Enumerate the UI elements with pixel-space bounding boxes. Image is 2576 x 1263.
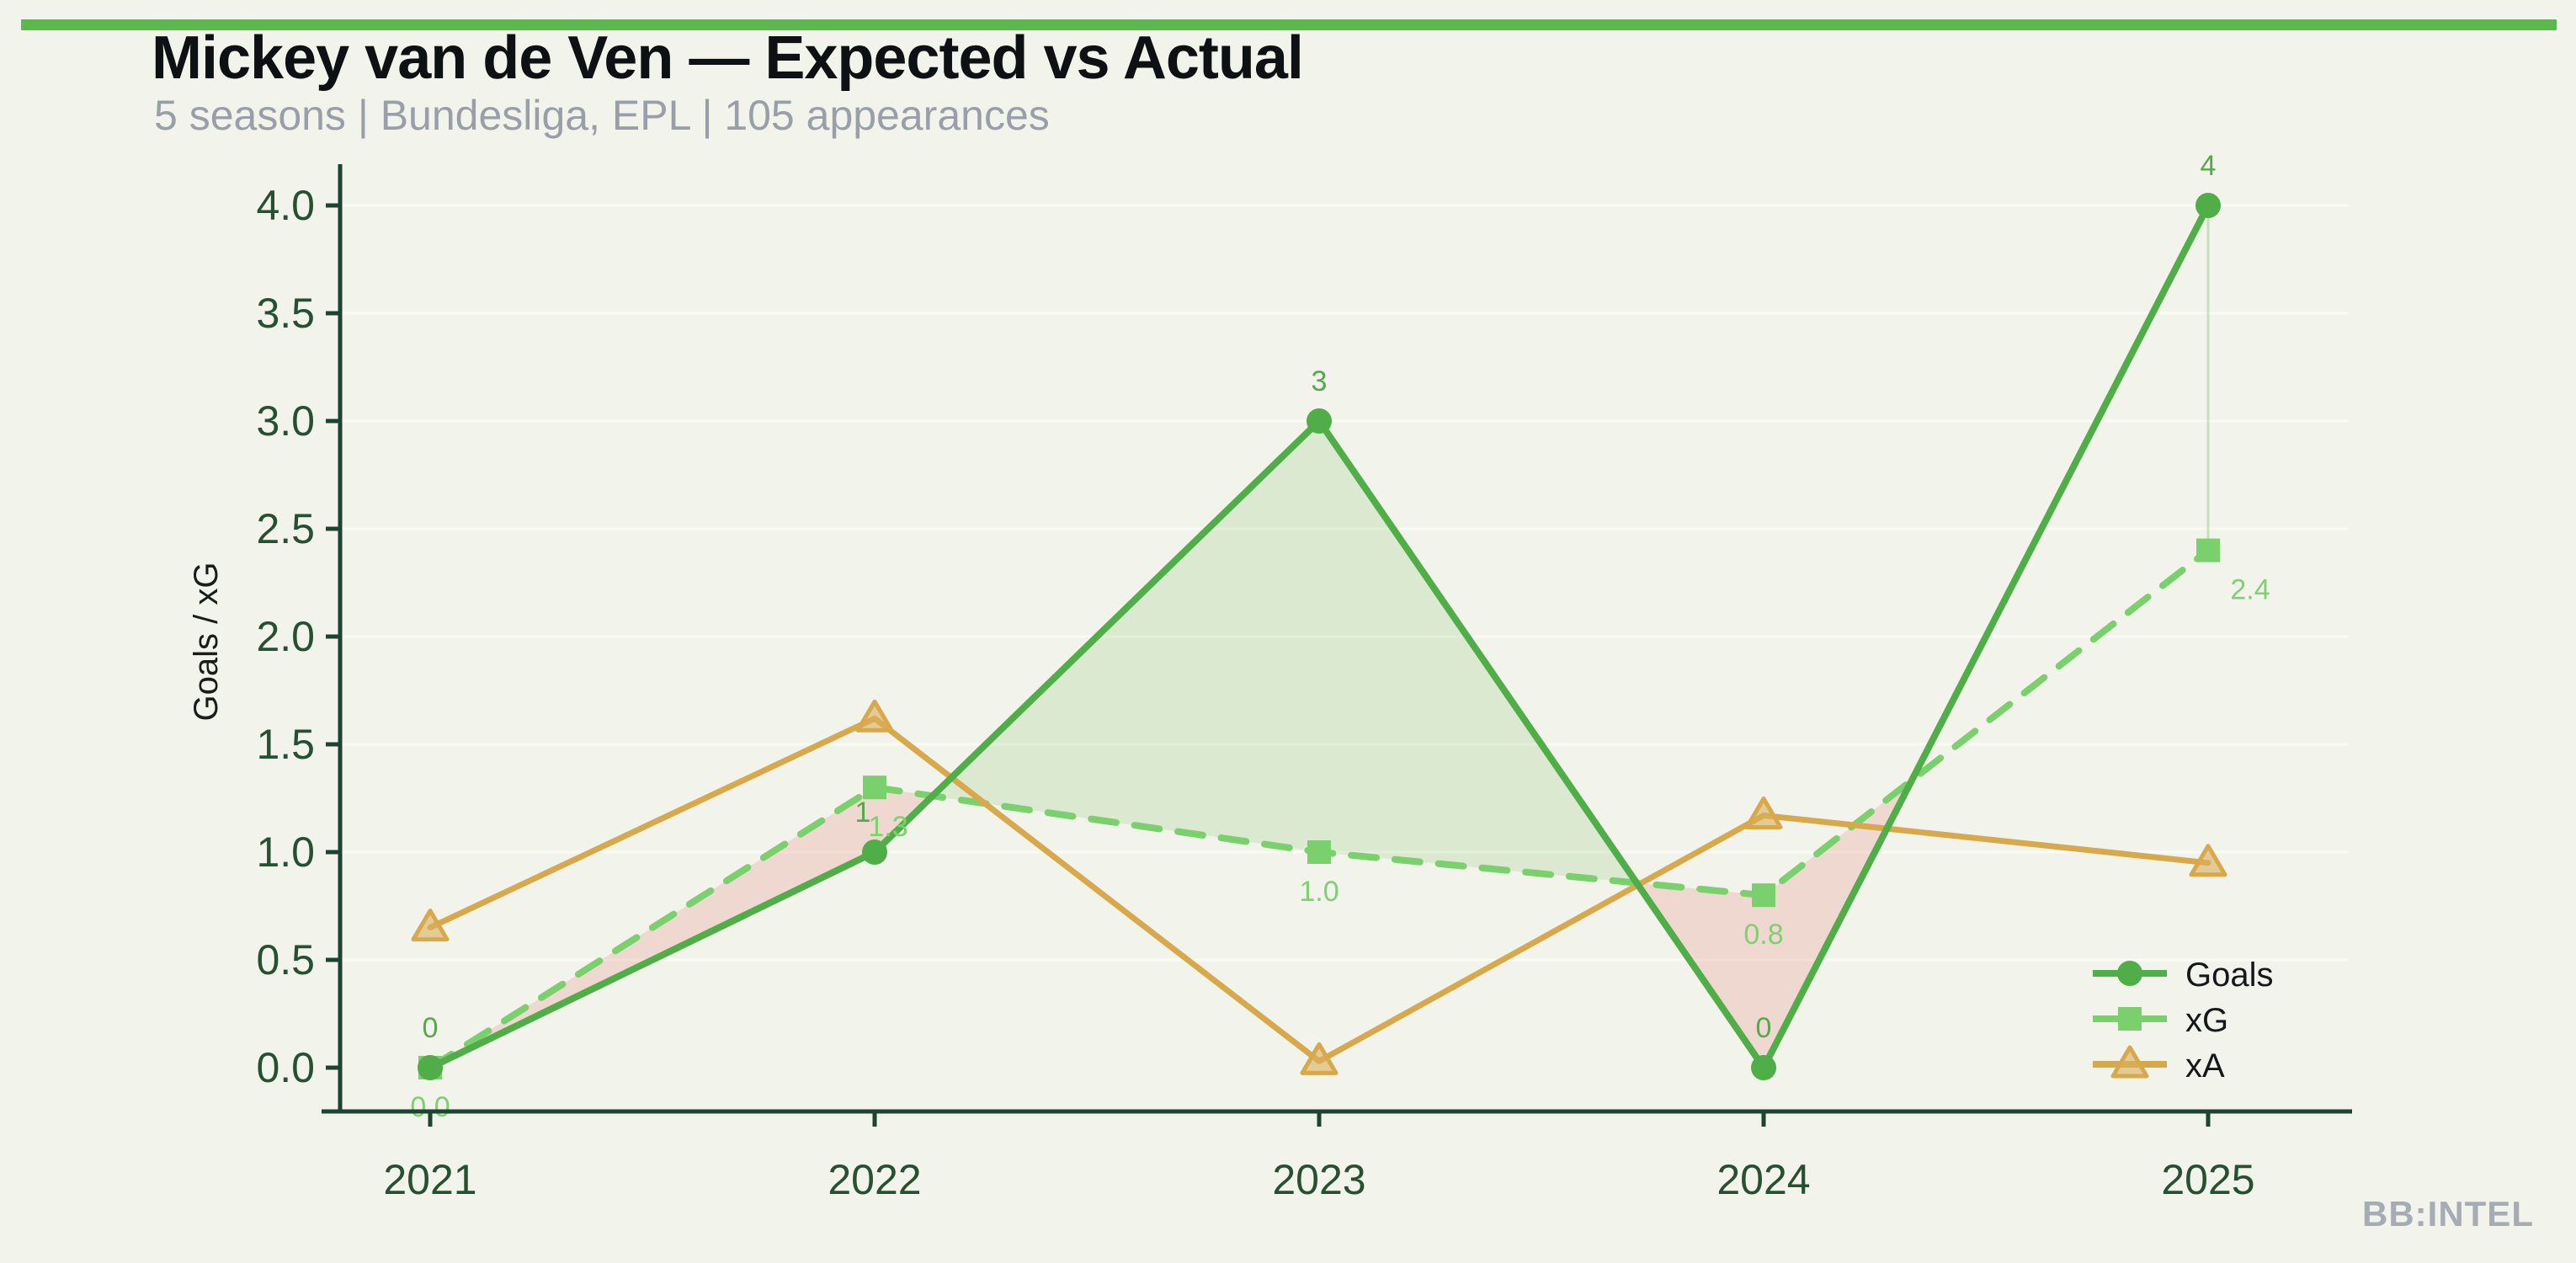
goals-value-label: 0 [423,1012,439,1044]
y-tick-label: 1.5 [256,721,315,768]
tick-marks [326,203,2211,1127]
y-tick-label: 3.5 [256,290,315,337]
x-tick-labels: 2021 2022 2023 2024 2025 [383,1156,2254,1203]
page-title: Mickey van de Ven — Expected vs Actual [152,24,1304,92]
xg-value-label: 1.3 [868,811,907,843]
underperformance-fill [1637,780,1912,1068]
x-tick-label: 2022 [828,1156,921,1203]
legend-label: xG [2185,1002,2228,1039]
underperformance-fill [430,787,933,1068]
fill-regions [430,205,2210,1068]
x-tick-label: 2024 [1716,1156,1810,1203]
y-tick-label: 0.5 [256,936,315,983]
xg-value-label: 1.0 [1299,876,1339,908]
x-tick-label: 2025 [2161,1156,2254,1203]
xa-markers [411,699,2227,1075]
y-tick-label: 1.0 [256,829,315,876]
gridlines [340,204,2349,962]
top-accent-bar [21,19,2557,30]
xg-value-label: 0.8 [1743,919,1783,951]
y-tick-label: 3.0 [256,397,315,445]
goals-value-label: 3 [1312,365,1328,397]
overperformance-fill [932,421,1637,883]
x-tick-label: 2023 [1272,1156,1365,1203]
page-subtitle: 5 seasons | Bundesliga, EPL | 105 appear… [154,92,1050,139]
legend-item-goals: Goals [2093,957,2274,994]
legend-label: xA [2185,1047,2225,1084]
legend-item-xa: xA [2093,1045,2225,1084]
y-tick-label: 4.0 [256,182,315,229]
legend-item-xg: xG [2093,1002,2228,1039]
y-tick-label: 2.0 [256,613,315,660]
brand-watermark: BB:INTEL [2362,1194,2534,1234]
x-tick-label: 2021 [383,1156,476,1203]
goals-markers [418,193,2221,1080]
xg-value-label: 2.4 [2230,574,2270,606]
y-tick-labels: 0.0 0.5 1.0 1.5 2.0 2.5 3.0 3.5 4.0 [256,182,315,1091]
legend: Goals xG xA [2093,957,2274,1084]
goals-value-label: 4 [2201,150,2217,182]
goals-value-label: 0 [1756,1012,1772,1044]
y-tick-label: 2.5 [256,505,315,552]
goals-value-label: 1 [855,797,871,829]
y-axis-title: Goals / xG [188,562,225,722]
y-tick-label: 0.0 [256,1044,315,1091]
legend-label: Goals [2185,957,2274,994]
